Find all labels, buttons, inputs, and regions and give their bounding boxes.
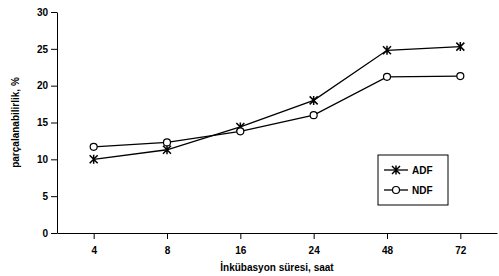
y-tick-label: 5 <box>42 191 48 202</box>
y-tick-mark <box>51 12 57 13</box>
point <box>90 155 98 164</box>
x-tick-label: 8 <box>165 245 171 256</box>
y-tick-label: 30 <box>37 7 49 18</box>
point-group <box>310 112 317 119</box>
x-tick: 72 <box>455 233 467 256</box>
legend-marker-group <box>392 166 400 175</box>
point-group <box>237 128 244 135</box>
y-tick-mark <box>51 233 57 234</box>
point <box>163 145 171 154</box>
y-tick: 5 <box>42 191 57 202</box>
point <box>164 139 171 146</box>
point <box>384 73 391 80</box>
series-line <box>94 47 461 160</box>
x-tick-label: 24 <box>309 245 321 256</box>
y-tick: 0 <box>42 228 57 239</box>
point-group <box>384 73 391 80</box>
y-tick-mark <box>51 49 57 50</box>
y-tick: 10 <box>37 154 57 165</box>
legend-marker-group <box>393 187 400 194</box>
x-tick: 48 <box>382 233 394 256</box>
point <box>90 143 97 150</box>
x-tick: 24 <box>309 233 321 256</box>
y-tick: 30 <box>37 7 57 18</box>
legend-box <box>378 155 448 205</box>
x-tick: 16 <box>235 233 247 256</box>
point <box>457 73 464 80</box>
x-axis: 4816244872 <box>58 233 498 256</box>
y-tick-label: 10 <box>37 154 49 165</box>
x-tick-mark <box>460 233 461 239</box>
x-axis-title: İnkübasyon süresi, saat <box>220 261 334 273</box>
x-tick-label: 16 <box>235 245 247 256</box>
point-group <box>457 73 464 80</box>
y-axis: 0 5 10 15 20 25 30 <box>37 7 58 239</box>
y-tick: 15 <box>37 117 57 128</box>
point-group <box>456 42 464 51</box>
point <box>383 46 391 55</box>
point-group <box>383 46 391 55</box>
x-tick-mark <box>314 233 315 239</box>
legend-marker <box>392 166 400 175</box>
point-group <box>163 145 171 154</box>
x-tick-label: 48 <box>382 245 394 256</box>
x-axis-line <box>58 233 498 234</box>
y-axis-line <box>57 13 58 234</box>
legend-item: NDF <box>384 185 433 196</box>
legend-label: ADF <box>412 165 433 176</box>
x-tick-label: 72 <box>455 245 467 256</box>
series-group <box>90 42 465 164</box>
point <box>310 112 317 119</box>
y-tick-mark <box>51 159 57 160</box>
point-group <box>310 96 318 105</box>
y-axis-title: parçalanabilirlik, % <box>10 77 21 168</box>
x-tick: 4 <box>91 233 97 256</box>
x-tick-mark <box>240 233 241 239</box>
y-tick-label: 20 <box>37 80 49 91</box>
y-tick-mark <box>51 196 57 197</box>
y-tick-label: 25 <box>37 44 49 55</box>
point-group <box>90 143 97 150</box>
point-group <box>164 139 171 146</box>
legend-marker <box>393 187 400 194</box>
x-tick: 8 <box>165 233 171 256</box>
x-tick-mark <box>387 233 388 239</box>
legend-item: ADF <box>384 165 433 176</box>
legend-label: NDF <box>412 185 433 196</box>
point <box>456 42 464 51</box>
point <box>310 96 318 105</box>
point-group <box>90 155 98 164</box>
y-tick: 25 <box>37 44 57 55</box>
y-tick-mark <box>51 86 57 87</box>
y-tick-label: 0 <box>42 228 48 239</box>
chart: 0510152025304816244872İnkübasyon süresi,… <box>0 0 499 276</box>
x-tick-label: 4 <box>91 245 97 256</box>
x-tick-mark <box>167 233 168 239</box>
series-line <box>94 76 461 147</box>
y-tick-label: 15 <box>37 117 49 128</box>
y-tick-mark <box>51 123 57 124</box>
point <box>237 128 244 135</box>
legend: ADF NDF <box>378 155 448 205</box>
plot: 0510152025304816244872İnkübasyon süresi,… <box>10 7 498 273</box>
y-tick: 20 <box>37 80 57 91</box>
x-tick-mark <box>94 233 95 239</box>
